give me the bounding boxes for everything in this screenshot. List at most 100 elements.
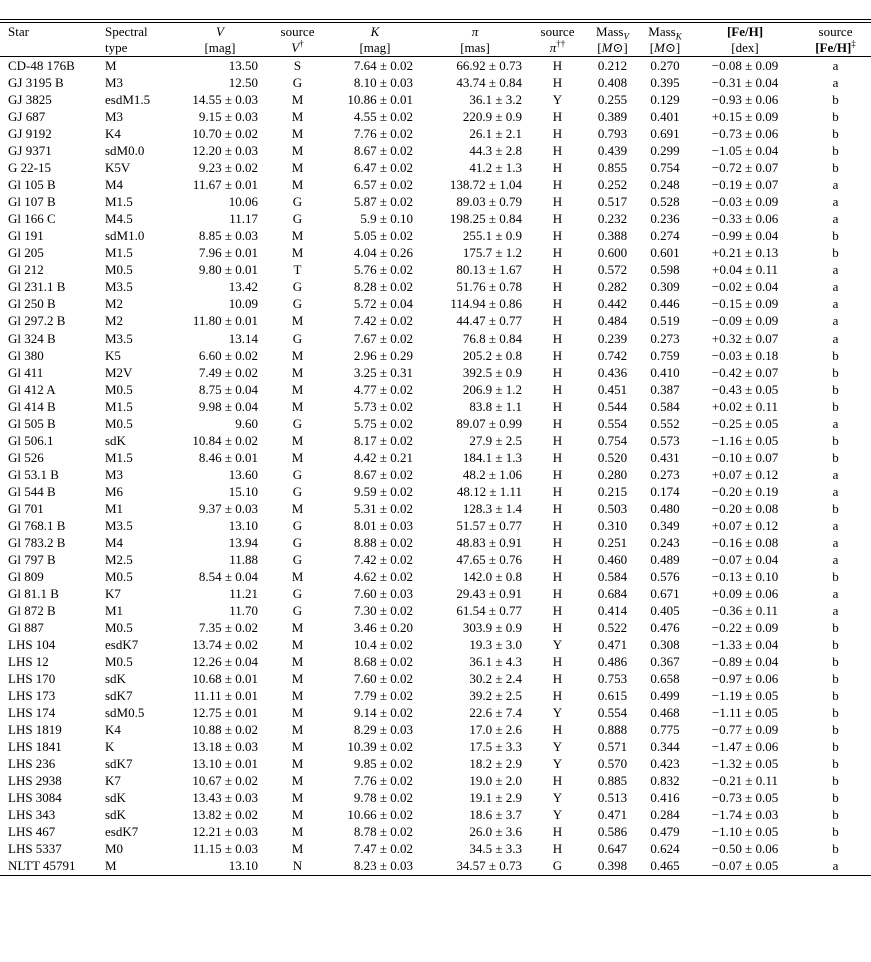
cell-mass-k: 0.465 — [650, 858, 680, 874]
cell-k-mag: 3.46 ± 0.20 — [353, 620, 413, 636]
cell-v-mag: 13.18 ± 0.03 — [192, 739, 258, 755]
cell-spectral-type: sdK — [105, 671, 126, 687]
cell-feh: −0.20 ± 0.08 — [711, 500, 779, 516]
cell-source-feh: b — [832, 705, 839, 721]
cell-mass-k: 0.416 — [650, 790, 680, 806]
cell-v-mag: 12.75 ± 0.01 — [192, 705, 258, 721]
cell-source-feh: a — [832, 858, 839, 874]
cell-source-feh: a — [832, 262, 839, 278]
cell-source-v: M — [291, 398, 304, 414]
cell-mass-v: 0.520 — [597, 449, 628, 465]
cell-source-v: G — [292, 194, 303, 210]
cell-k-mag: 6.57 ± 0.02 — [353, 177, 413, 193]
cell-parallax: 39.2 ± 2.5 — [469, 688, 522, 704]
table-row: Gl 250 B M2 10.09 G 5.72 ± 0.04 114.94 ± 0.86… — [0, 295, 871, 312]
cell-parallax: 48.2 ± 1.06 — [462, 466, 522, 482]
cell-star: LHS 2938 — [8, 773, 62, 789]
table-row: Gl 411 M2V 7.49 ± 0.02 M 3.25 ± 0.31 392.5 ± … — [0, 364, 871, 381]
cell-star: Gl 505 B — [8, 415, 56, 431]
cell-source-v: M — [291, 790, 304, 806]
cell-spectral-type: M3.5 — [105, 279, 133, 295]
cell-v-mag: 13.50 — [228, 58, 258, 74]
cell-source-feh: b — [832, 364, 839, 380]
cell-source-parallax: H — [552, 347, 563, 363]
cell-source-parallax: H — [552, 432, 563, 448]
cell-star: Gl 380 — [8, 347, 44, 363]
cell-v-mag: 6.60 ± 0.02 — [198, 347, 258, 363]
cell-parallax: 198.25 ± 0.84 — [449, 211, 522, 227]
col-source-v-sub: V† — [291, 38, 304, 55]
cell-k-mag: 4.62 ± 0.02 — [353, 568, 413, 584]
cell-parallax: 89.03 ± 0.79 — [456, 194, 522, 210]
cell-parallax: 30.2 ± 2.4 — [469, 671, 522, 687]
cell-source-v: G — [292, 211, 303, 227]
cell-parallax: 36.1 ± 3.2 — [469, 92, 522, 108]
cell-spectral-type: esdK7 — [105, 637, 139, 653]
cell-star: Gl 107 B — [8, 194, 56, 210]
cell-spectral-type: esdM1.5 — [105, 92, 151, 108]
cell-v-mag: 9.37 ± 0.03 — [198, 500, 258, 516]
cell-source-parallax: H — [552, 841, 563, 857]
cell-parallax: 128.3 ± 1.4 — [462, 500, 522, 516]
cell-v-mag: 12.26 ± 0.04 — [192, 654, 258, 670]
cell-k-mag: 7.30 ± 0.02 — [353, 603, 413, 619]
col-k: K — [370, 24, 380, 39]
cell-feh: −0.16 ± 0.08 — [711, 534, 779, 550]
cell-spectral-type: M — [105, 58, 117, 74]
cell-source-parallax: H — [552, 143, 563, 159]
cell-parallax: 19.0 ± 2.0 — [469, 773, 522, 789]
cell-mass-k: 0.479 — [650, 824, 680, 840]
cell-parallax: 19.1 ± 2.9 — [469, 790, 522, 806]
cell-mass-k: 0.584 — [650, 398, 680, 414]
cell-parallax: 392.5 ± 0.9 — [462, 364, 522, 380]
cell-k-mag: 4.77 ± 0.02 — [353, 381, 413, 397]
cell-spectral-type: M1.5 — [105, 245, 133, 261]
table-row: LHS 5337 M0 11.15 ± 0.03 M 7.47 ± 0.02 34.5 ±… — [0, 840, 871, 857]
cell-source-feh: a — [832, 534, 839, 550]
cell-spectral-type: sdK — [105, 790, 126, 806]
cell-k-mag: 5.75 ± 0.02 — [353, 415, 413, 431]
cell-v-mag: 10.84 ± 0.02 — [192, 432, 258, 448]
table-header: Star Spectral V source K π source MassV … — [0, 24, 871, 57]
cell-k-mag: 4.42 ± 0.21 — [353, 449, 413, 465]
cell-mass-v: 0.684 — [597, 585, 628, 601]
cell-source-parallax: G — [552, 858, 563, 874]
cell-mass-v: 0.408 — [597, 75, 628, 91]
cell-source-feh: a — [832, 466, 839, 482]
cell-k-mag: 10.66 ± 0.02 — [347, 807, 413, 823]
cell-star: LHS 173 — [8, 688, 56, 704]
cell-parallax: 48.83 ± 0.91 — [456, 534, 522, 550]
cell-mass-v: 0.615 — [597, 688, 628, 704]
cell-source-parallax: Y — [552, 807, 563, 823]
cell-mass-k: 0.308 — [650, 637, 680, 653]
table-row: Gl 701 M1 9.37 ± 0.03 M 5.31 ± 0.02 128.3 ± 1… — [0, 500, 871, 517]
cell-v-mag: 13.43 ± 0.03 — [192, 790, 258, 806]
cell-mass-k: 0.598 — [650, 262, 680, 278]
cell-source-feh: a — [832, 313, 839, 329]
cell-parallax: 48.12 ± 1.11 — [456, 483, 522, 499]
cell-source-parallax: Y — [552, 739, 563, 755]
cell-v-mag: 11.70 — [229, 603, 258, 619]
cell-k-mag: 8.67 ± 0.02 — [353, 143, 413, 159]
table-row: Gl 809 M0.5 8.54 ± 0.04 M 4.62 ± 0.02 142.0 ±… — [0, 568, 871, 585]
cell-source-feh: b — [832, 620, 839, 636]
cell-parallax: 142.0 ± 0.8 — [462, 568, 522, 584]
cell-star: Gl 81.1 B — [8, 585, 59, 601]
cell-source-feh: b — [832, 500, 839, 516]
cell-source-parallax: H — [552, 228, 563, 244]
cell-source-parallax: H — [552, 603, 563, 619]
cell-source-v: M — [291, 228, 304, 244]
cell-k-mag: 2.96 ± 0.29 — [353, 347, 413, 363]
cell-mass-v: 0.471 — [597, 637, 628, 653]
cell-parallax: 66.92 ± 0.73 — [456, 58, 522, 74]
cell-mass-k: 0.410 — [650, 364, 680, 380]
cell-mass-k: 0.519 — [650, 313, 680, 329]
cell-k-mag: 5.72 ± 0.04 — [353, 296, 413, 312]
table-row: LHS 1841 K 13.18 ± 0.03 M 10.39 ± 0.02 17.5 ±… — [0, 738, 871, 755]
cell-source-v: M — [291, 637, 304, 653]
cell-v-mag: 13.42 — [228, 279, 258, 295]
cell-star: CD-48 176B — [8, 58, 75, 74]
cell-source-v: M — [291, 245, 304, 261]
col-parallax-unit: [mas] — [460, 40, 490, 55]
col-spectral: Spectral — [105, 24, 148, 39]
